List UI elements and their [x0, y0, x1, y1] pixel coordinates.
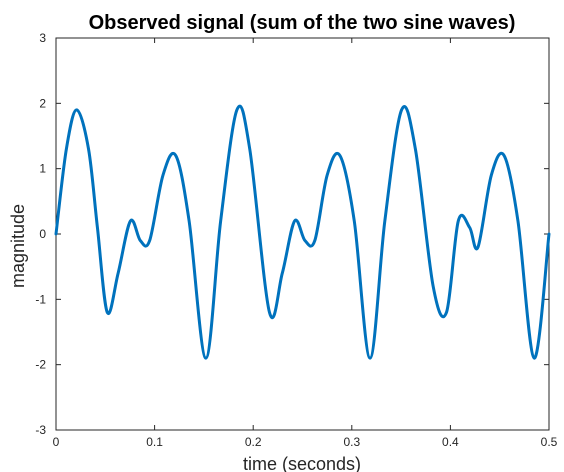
y-tick-label: -1 [35, 292, 46, 306]
y-tick-label: 3 [39, 31, 46, 45]
x-tick-label: 0.1 [146, 435, 163, 449]
x-axis-label: time (seconds) [243, 454, 361, 472]
x-tick-label: 0.4 [442, 435, 459, 449]
x-tick-label: 0.2 [245, 435, 262, 449]
chart-title: Observed signal (sum of the two sine wav… [89, 12, 516, 34]
axes: 0 0.1 0.2 0.3 0.4 0.5 -3 -2 -1 0 1 2 3 [35, 31, 557, 449]
y-tick-label: -3 [35, 423, 46, 437]
y-axis-label: magnitude [8, 204, 28, 288]
x-tick-label: 0 [53, 435, 60, 449]
y-tick-label: 2 [39, 96, 46, 110]
y-tick-label: 0 [39, 227, 46, 241]
y-tick-label: -2 [35, 358, 46, 372]
x-tick-label: 0.3 [343, 435, 360, 449]
signal-line [54, 104, 551, 360]
y-tick-label: 1 [39, 162, 46, 176]
x-tick-label: 0.5 [541, 435, 558, 449]
